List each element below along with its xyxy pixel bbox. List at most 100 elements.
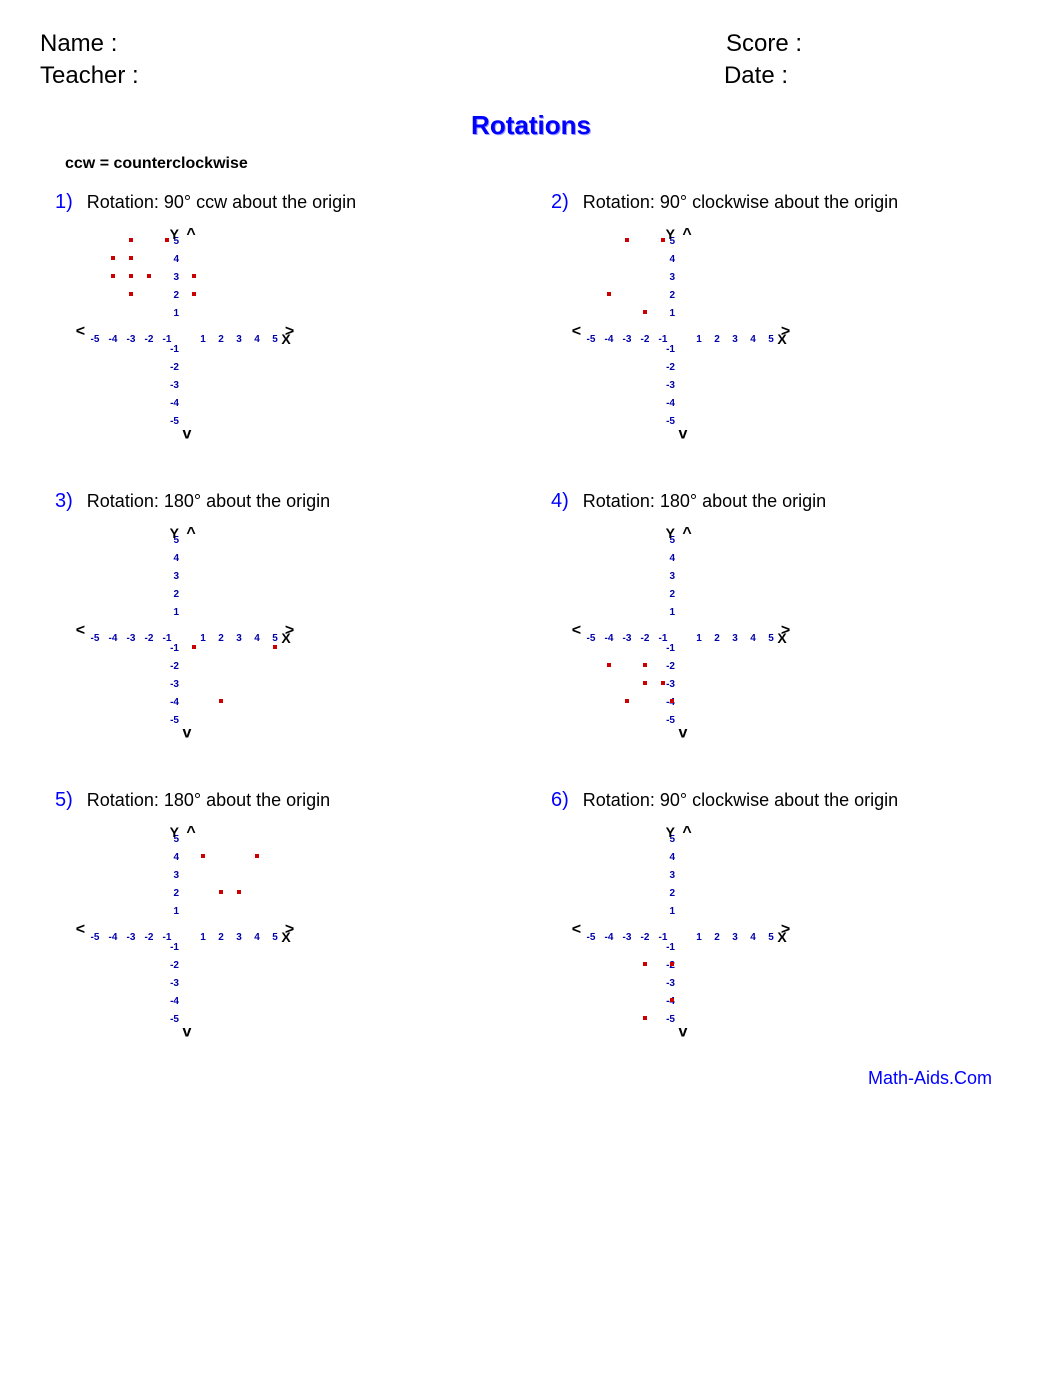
svg-text:-2: -2: [641, 633, 650, 644]
svg-text:-2: -2: [666, 362, 675, 373]
svg-text:1: 1: [669, 308, 675, 319]
svg-text:-3: -3: [170, 679, 179, 690]
svg-text:-2: -2: [170, 362, 179, 373]
svg-text:3: 3: [669, 571, 675, 582]
svg-text:Y: Y: [666, 525, 676, 541]
teacher-label: Teacher :: [40, 62, 139, 90]
svg-text:3: 3: [236, 633, 242, 644]
plot-point: [670, 962, 674, 966]
svg-text:-2: -2: [666, 661, 675, 672]
svg-text:2: 2: [173, 589, 179, 600]
svg-text:-4: -4: [170, 398, 179, 409]
svg-text:-4: -4: [109, 633, 118, 644]
svg-text:-4: -4: [666, 398, 675, 409]
svg-text:3: 3: [669, 272, 675, 283]
svg-text:4: 4: [254, 932, 260, 943]
svg-text:v: v: [183, 1024, 192, 1038]
svg-text:2: 2: [218, 334, 224, 345]
plot-point: [129, 292, 133, 296]
svg-text:-5: -5: [91, 633, 100, 644]
svg-text:-5: -5: [170, 1014, 179, 1025]
svg-text:5: 5: [272, 633, 278, 644]
plot-point: [237, 890, 241, 894]
plot-point: [111, 274, 115, 278]
svg-text:^: ^: [186, 824, 195, 841]
svg-text:-5: -5: [91, 334, 100, 345]
score-label: Score :: [726, 30, 802, 58]
svg-text:-5: -5: [587, 932, 596, 943]
svg-text:-4: -4: [109, 334, 118, 345]
svg-text:-1: -1: [170, 344, 179, 355]
svg-text:-3: -3: [170, 380, 179, 391]
svg-text:4: 4: [750, 334, 756, 345]
svg-text:-3: -3: [623, 932, 632, 943]
page-title: Rotations: [40, 110, 1022, 141]
svg-text:1: 1: [200, 932, 206, 943]
problem-description: Rotation: 90° clockwise about the origin: [583, 790, 898, 811]
svg-text:^: ^: [186, 226, 195, 243]
svg-text:<: <: [76, 921, 85, 938]
svg-text:Y: Y: [170, 226, 180, 242]
svg-text:<: <: [572, 323, 581, 340]
note-text: ccw = counterclockwise: [65, 155, 1022, 173]
svg-text:3: 3: [669, 870, 675, 881]
svg-text:1: 1: [696, 633, 702, 644]
problem-number: 5): [55, 789, 73, 812]
svg-text:-4: -4: [170, 697, 179, 708]
svg-text:<: <: [572, 921, 581, 938]
svg-text:Y: Y: [170, 824, 180, 840]
svg-text:-2: -2: [145, 334, 154, 345]
svg-text:2: 2: [714, 633, 720, 644]
date-label: Date :: [724, 62, 788, 90]
plot-point: [643, 310, 647, 314]
svg-text:-3: -3: [623, 633, 632, 644]
svg-text:4: 4: [254, 334, 260, 345]
problem-2: 2) Rotation: 90° clockwise about the orig…: [551, 191, 1007, 440]
svg-text:-3: -3: [127, 334, 136, 345]
plot-point: [201, 854, 205, 858]
problem-description: Rotation: 90° ccw about the origin: [87, 192, 356, 213]
svg-text:4: 4: [750, 932, 756, 943]
svg-text:-3: -3: [127, 633, 136, 644]
svg-text:5: 5: [768, 633, 774, 644]
svg-text:3: 3: [732, 633, 738, 644]
svg-text:v: v: [679, 426, 688, 440]
svg-text:3: 3: [173, 571, 179, 582]
svg-text:1: 1: [173, 906, 179, 917]
svg-text:^: ^: [682, 824, 691, 841]
problem-number: 3): [55, 490, 73, 513]
problem-description: Rotation: 180° about the origin: [87, 491, 330, 512]
problem-number: 2): [551, 191, 569, 214]
svg-text:X: X: [281, 331, 291, 347]
plot-point: [147, 274, 151, 278]
svg-text:-3: -3: [666, 679, 675, 690]
plot-point: [192, 292, 196, 296]
problem-number: 6): [551, 789, 569, 812]
plot-point: [661, 681, 665, 685]
svg-text:<: <: [76, 323, 85, 340]
svg-text:-5: -5: [666, 416, 675, 427]
svg-text:2: 2: [218, 932, 224, 943]
plot-point: [643, 1016, 647, 1020]
svg-text:-5: -5: [587, 633, 596, 644]
svg-text:Y: Y: [666, 824, 676, 840]
svg-text:X: X: [777, 331, 787, 347]
svg-text:2: 2: [173, 888, 179, 899]
coordinate-grid: -5-5-4-4-3-3-2-2-1-11122334455^v<>XY: [75, 818, 295, 1038]
problem-description: Rotation: 90° clockwise about the origin: [583, 192, 898, 213]
problem-4: 4)Rotation: 180° about the origin-5-5-4-…: [551, 490, 1007, 739]
svg-text:^: ^: [186, 525, 195, 542]
coordinate-grid: -5-5-4-4-3-3-2-2-1-11122334455^v<>XY: [75, 519, 295, 739]
svg-text:X: X: [281, 630, 291, 646]
plot-point: [129, 238, 133, 242]
svg-text:-5: -5: [666, 715, 675, 726]
svg-text:Y: Y: [666, 226, 676, 242]
svg-text:-2: -2: [145, 932, 154, 943]
svg-text:3: 3: [732, 932, 738, 943]
svg-text:-3: -3: [623, 334, 632, 345]
svg-text:v: v: [679, 725, 688, 739]
plot-point: [165, 238, 169, 242]
plot-point: [607, 292, 611, 296]
svg-text:-1: -1: [170, 942, 179, 953]
svg-text:-2: -2: [641, 932, 650, 943]
